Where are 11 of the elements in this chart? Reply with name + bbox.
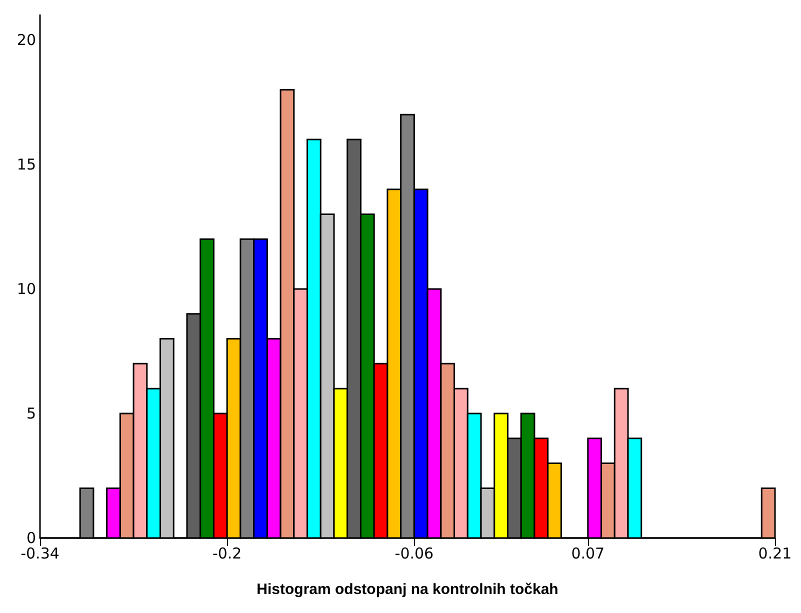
x-tick-label: 0.07 [571,544,605,562]
y-tick-label: 0 [26,529,36,547]
x-tick-label: 0.21 [758,544,792,562]
x-axis-title: Histogram odstopanj na kontrolnih točkah [256,581,558,598]
y-tick-label: 10 [16,280,36,298]
x-tick-label: -0.06 [394,544,434,562]
y-tick-label: 5 [26,404,36,422]
y-tick-label: 15 [16,155,36,174]
x-tick-label: -0.34 [20,544,60,562]
x-tick-label: -0.2 [212,544,242,562]
y-tick-label: 20 [16,30,36,49]
